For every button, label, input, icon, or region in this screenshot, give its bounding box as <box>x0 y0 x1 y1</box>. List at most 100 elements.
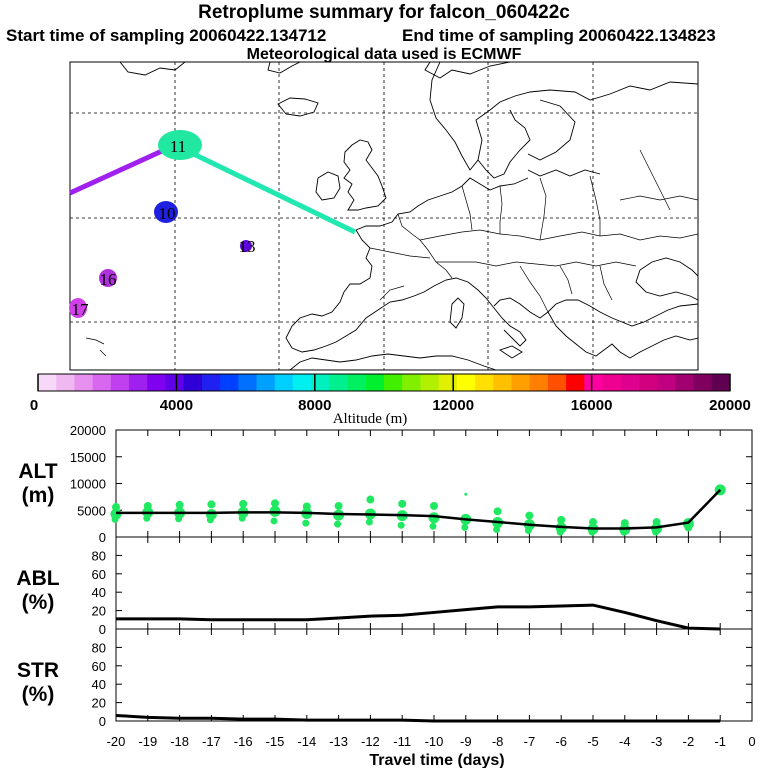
x-tick-label: -5 <box>587 734 599 749</box>
alt-point <box>430 501 438 510</box>
y-tick-label: 10000 <box>70 477 106 492</box>
chart-title: Retroplume summary for falcon_060422c <box>198 2 570 23</box>
alt-point <box>588 528 596 536</box>
colorbar-swatch <box>511 374 531 391</box>
x-axis-label: Travel time (days) <box>369 752 504 768</box>
colorbar-swatch <box>620 374 640 391</box>
plume-label: 11 <box>170 137 186 156</box>
plume-circle-day-16 <box>99 269 117 287</box>
x-tick-label: -4 <box>619 734 631 749</box>
colorbar-swatch <box>529 374 549 391</box>
x-tick-label: -10 <box>425 734 444 749</box>
alt-point <box>525 511 534 520</box>
plume-circle-day-10 <box>154 201 178 223</box>
y-axis-label: ABL <box>16 567 59 590</box>
colorbar-tick-label: 20000 <box>709 397 751 414</box>
y-tick-label: 0 <box>99 622 106 637</box>
colorbar-tick-label: 16000 <box>571 397 613 414</box>
alt-point <box>429 522 437 530</box>
y-tick-label: 80 <box>92 640 106 655</box>
panel-frame <box>115 628 753 722</box>
y-axis-label: ALT <box>18 460 57 483</box>
alt-point <box>334 520 342 528</box>
colorbar-swatch <box>402 374 421 391</box>
colorbar-swatch <box>292 374 312 391</box>
colorbar-tick-label: 0 <box>30 397 38 414</box>
colorbar-swatch <box>365 374 385 391</box>
plume-label: 13 <box>239 237 256 256</box>
alt-point <box>397 521 405 529</box>
colorbar-swatch <box>657 374 676 391</box>
alt-point <box>111 515 119 523</box>
x-tick-label: -14 <box>297 734 316 749</box>
colorbar-swatch <box>238 374 258 391</box>
alt-point <box>461 523 469 531</box>
colorbar-swatch <box>675 374 695 391</box>
alt-point <box>366 495 375 504</box>
plume-circle-day-17 <box>69 298 87 318</box>
x-tick-label: -20 <box>107 734 126 749</box>
alt-point <box>652 518 661 527</box>
alt-point <box>175 500 184 509</box>
alt-point <box>365 518 373 526</box>
colorbar-tick-label: 12000 <box>432 397 474 414</box>
plume-circle-day-13 <box>240 240 252 252</box>
alt-point <box>557 515 566 524</box>
y-tick-label: 20000 <box>70 423 106 438</box>
plume-track-recent <box>173 142 357 235</box>
alt-point <box>271 499 279 508</box>
alt-point <box>207 500 216 509</box>
plume-circle-day-11 <box>158 130 202 160</box>
colorbar-swatch <box>384 374 403 391</box>
time-series-panels: 05000100001500020000ALT(m)020406080ABL(%… <box>16 423 755 749</box>
colorbar-swatch <box>201 374 221 391</box>
colorbar-swatch <box>566 374 585 391</box>
colorbar-title: Altitude (m) <box>333 411 408 427</box>
colorbar-swatch <box>220 374 239 391</box>
x-tick-label: 0 <box>748 734 755 749</box>
end-time-label: End time of sampling 20060422.134823 <box>402 26 716 45</box>
y-tick-label: 40 <box>92 585 106 600</box>
alt-point <box>556 528 564 536</box>
x-tick-label: -7 <box>524 734 536 749</box>
panel-frame <box>115 536 753 630</box>
y-axis-label: STR <box>17 659 59 682</box>
colorbar-swatch <box>74 374 94 391</box>
x-tick-label: -12 <box>361 734 380 749</box>
colorbar-swatch <box>420 374 440 391</box>
alt-point <box>143 501 152 510</box>
str-line <box>115 713 721 723</box>
alt-point <box>302 502 311 511</box>
alt-point <box>175 515 183 523</box>
alt-median-line <box>116 489 722 530</box>
y-tick-label: 5000 <box>77 503 106 518</box>
colorbar-swatch <box>638 374 658 391</box>
x-tick-label: -15 <box>266 734 285 749</box>
colorbar-swatch <box>129 374 148 391</box>
met-data-label: Meteorological data used is ECMWF <box>246 46 522 63</box>
x-tick-label: -13 <box>329 734 348 749</box>
alt-point <box>334 501 343 510</box>
map-coastlines <box>70 62 698 370</box>
alt-point <box>238 514 246 522</box>
colorbar-swatch <box>456 374 476 391</box>
start-time-label: Start time of sampling 20060422.134712 <box>6 26 327 45</box>
y-tick-label: 40 <box>92 677 106 692</box>
alt-point <box>684 523 693 532</box>
altitude-colorbar: 0 4000 8000 12000 16000 20000 <box>30 373 751 414</box>
colorbar-swatch <box>165 374 185 391</box>
x-tick-label: -18 <box>170 734 189 749</box>
alt-point <box>112 503 120 512</box>
colorbar-swatch <box>475 374 494 391</box>
plume-label: 10 <box>159 204 176 223</box>
abl-line <box>116 603 721 631</box>
alt-point <box>206 516 214 524</box>
alt-point <box>652 528 660 536</box>
y-tick-label: 80 <box>92 548 106 563</box>
alt-point <box>493 526 501 534</box>
x-tick-label: -9 <box>460 734 472 749</box>
x-tick-label: -3 <box>651 734 663 749</box>
alt-point <box>270 517 278 525</box>
colorbar-swatch <box>547 374 567 391</box>
